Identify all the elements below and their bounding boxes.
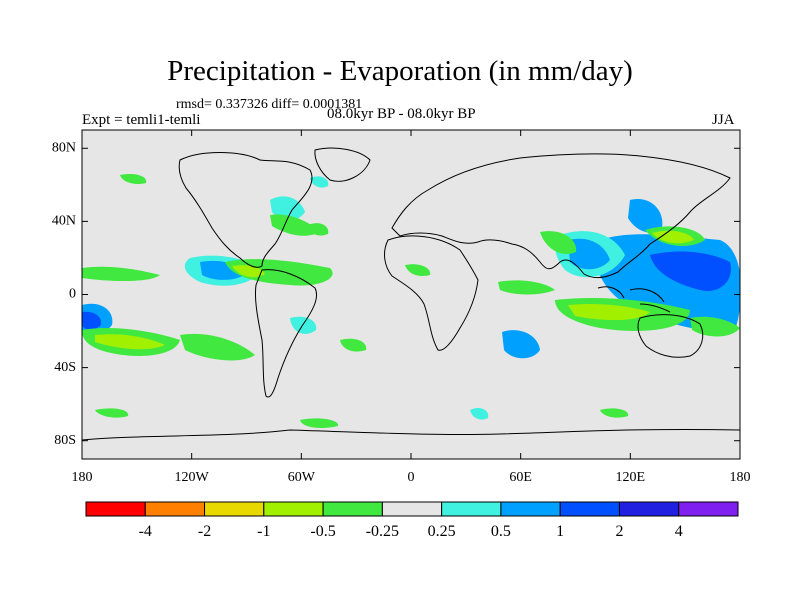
- coastline-eurasia: [391, 153, 731, 279]
- contour-atlantic-cyan: [290, 316, 317, 334]
- contour-maritime-blue: [568, 238, 610, 270]
- longitude-ticks: [81, 130, 741, 459]
- contour-west-africa-green: [498, 280, 555, 295]
- longitude-labels: 180 120W 60W 0 60E 120E 180: [72, 470, 751, 485]
- lon-label-120w: 120W: [175, 470, 210, 485]
- coastline-antarctica: [82, 428, 740, 441]
- colorbar-label: -1: [257, 523, 270, 540]
- season-label: JJA: [712, 112, 735, 128]
- contour-indian-ocean-blue: [502, 330, 540, 359]
- contour-indian-ocean-lime: [568, 303, 650, 321]
- coastline-maritime-islands: [597, 286, 671, 313]
- colorbar: -4 -2 -1 -0.5 -0.25 0.25 0.5 1 2 4: [85, 501, 739, 540]
- contour-south-pacific-green: [180, 333, 255, 361]
- colorbar-label: 4: [675, 523, 683, 540]
- period-label: 08.0kyr BP - 08.0kyr BP: [327, 106, 476, 122]
- colorbar-box: [559, 501, 620, 517]
- latitude-labels: 80N 40N 0 40S 80S: [52, 140, 76, 447]
- coastline-greenland: [314, 147, 371, 182]
- lon-label-0: 0: [408, 470, 415, 485]
- colorbar-label: 0.25: [428, 523, 456, 540]
- contour-arctic-cyan: [310, 176, 329, 188]
- colorbar-box: [618, 501, 680, 517]
- coastline-africa: [384, 235, 479, 351]
- map-title: Precipitation - Evaporation (in mm/day): [167, 55, 633, 87]
- contour-southern-ocean-cyan: [470, 407, 489, 420]
- colorbar-box: [322, 501, 383, 517]
- lat-label-80n: 80N: [52, 140, 76, 155]
- lon-label-60e: 60E: [509, 470, 532, 485]
- colorbar-box: [85, 501, 146, 517]
- contour-se-pacific-lime: [95, 334, 165, 350]
- contour-west-pacific-strong: [650, 251, 731, 291]
- contour-southern-ocean-green-2: [300, 418, 339, 428]
- colorbar-box: [144, 501, 206, 517]
- contour-southern-ocean-green-3: [600, 408, 629, 418]
- lat-label-40s: 40S: [54, 360, 76, 375]
- coastline-south-america: [255, 269, 317, 398]
- latitude-ticks: [82, 147, 740, 442]
- lat-label-80s: 80S: [54, 433, 76, 448]
- contour-south-atlantic-green: [340, 338, 367, 352]
- colorbar-label: 0.5: [491, 523, 511, 540]
- coastline-australia: [637, 314, 704, 358]
- coastline-north-america: [178, 152, 313, 268]
- lon-label-180w: 180: [72, 470, 93, 485]
- colorbar-box: [678, 501, 739, 517]
- contour-china-blue: [628, 199, 663, 233]
- colorbar-boxes: [85, 501, 739, 517]
- contour-south-pacific-strong: [82, 311, 101, 330]
- lat-label-0: 0: [69, 287, 76, 302]
- colorbar-labels: -4 -2 -1 -0.5 -0.25 0.25 0.5 1 2 4: [139, 523, 683, 540]
- contour-equatorial-pacific-green: [82, 266, 160, 282]
- rmsd-diff-stats: rmsd= 0.337326 diff= 0.0001381: [176, 97, 363, 112]
- contour-bay-of-bengal-green: [540, 231, 577, 254]
- colorbar-box: [441, 501, 502, 517]
- colorbar-label: 1: [556, 523, 564, 540]
- lon-label-60w: 60W: [288, 470, 316, 485]
- lon-label-120e: 120E: [616, 470, 646, 485]
- contour-mid-atlantic-green: [308, 223, 329, 236]
- colorbar-box: [500, 501, 561, 517]
- colorbar-label: -0.25: [366, 523, 399, 540]
- colorbar-label: -4: [139, 523, 152, 540]
- contour-southern-ocean-green-1: [95, 408, 129, 418]
- lon-label-180e: 180: [730, 470, 751, 485]
- lat-label-40n: 40N: [52, 214, 76, 229]
- colorbar-label: -2: [198, 523, 211, 540]
- colorbar-box: [204, 501, 265, 517]
- contour-caribbean-lime: [232, 265, 265, 278]
- contour-sahel-green: [405, 264, 431, 276]
- contour-fields: [82, 173, 740, 428]
- colorbar-box: [381, 501, 443, 517]
- contour-east-asia-lime: [652, 230, 694, 244]
- colorbar-label: 2: [615, 523, 623, 540]
- experiment-label: Expt = temli1-temli: [82, 112, 201, 128]
- colorbar-label: -0.5: [310, 523, 335, 540]
- colorbar-box: [263, 501, 324, 517]
- contour-north-pacific-green: [120, 173, 147, 185]
- coastlines: [82, 147, 740, 441]
